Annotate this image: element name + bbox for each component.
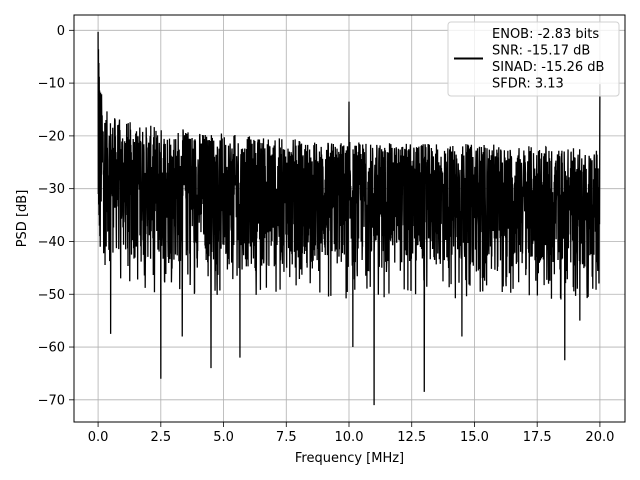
- legend-entry-enob: ENOB: -2.83 bits: [492, 27, 599, 42]
- x-tick-label: 20.0: [585, 430, 614, 445]
- x-tick-label: 15.0: [460, 430, 489, 445]
- legend-entry-sfdr: SFDR: 3.13: [492, 77, 564, 92]
- y-tick-label: −30: [38, 182, 65, 197]
- psd-line: [97, 31, 601, 406]
- y-axis-label: PSD [dB]: [15, 190, 30, 248]
- y-tick-label: −50: [38, 288, 65, 303]
- plot-frame: [73, 14, 626, 423]
- y-tick-label: −70: [38, 393, 65, 408]
- legend: ENOB: -2.83 bits SNR: -15.17 dB SINAD: -…: [447, 21, 620, 97]
- x-tick-label: 12.5: [397, 430, 426, 445]
- legend-box: [447, 21, 620, 97]
- x-tick-label: 2.5: [150, 430, 171, 445]
- x-tick-label: 17.5: [523, 430, 552, 445]
- x-tick-label: 7.5: [276, 430, 297, 445]
- x-tick-label: 0.0: [88, 430, 109, 445]
- legend-entry-snr: SNR: -15.17 dB: [492, 44, 590, 59]
- x-tick-label: 10.0: [335, 430, 364, 445]
- y-tick-label: 0: [57, 24, 65, 39]
- y-tick-label: −60: [38, 341, 65, 356]
- y-tick-label: −10: [38, 77, 65, 92]
- legend-entry-sinad: SINAD: -15.26 dB: [492, 60, 604, 75]
- x-tick-label: 5.0: [213, 430, 234, 445]
- psd-series: [97, 31, 601, 406]
- y-tick-label: −20: [38, 129, 65, 144]
- y-tick-label: −40: [38, 235, 65, 250]
- x-axis-label: Frequency [MHz]: [295, 451, 404, 466]
- x-axis: 0.0 2.5 5.0 7.5 10.0 12.5 15.0 17.5 20.0: [88, 422, 614, 445]
- y-axis: 0 −10 −20 −30 −40 −50 −60 −70: [38, 24, 74, 408]
